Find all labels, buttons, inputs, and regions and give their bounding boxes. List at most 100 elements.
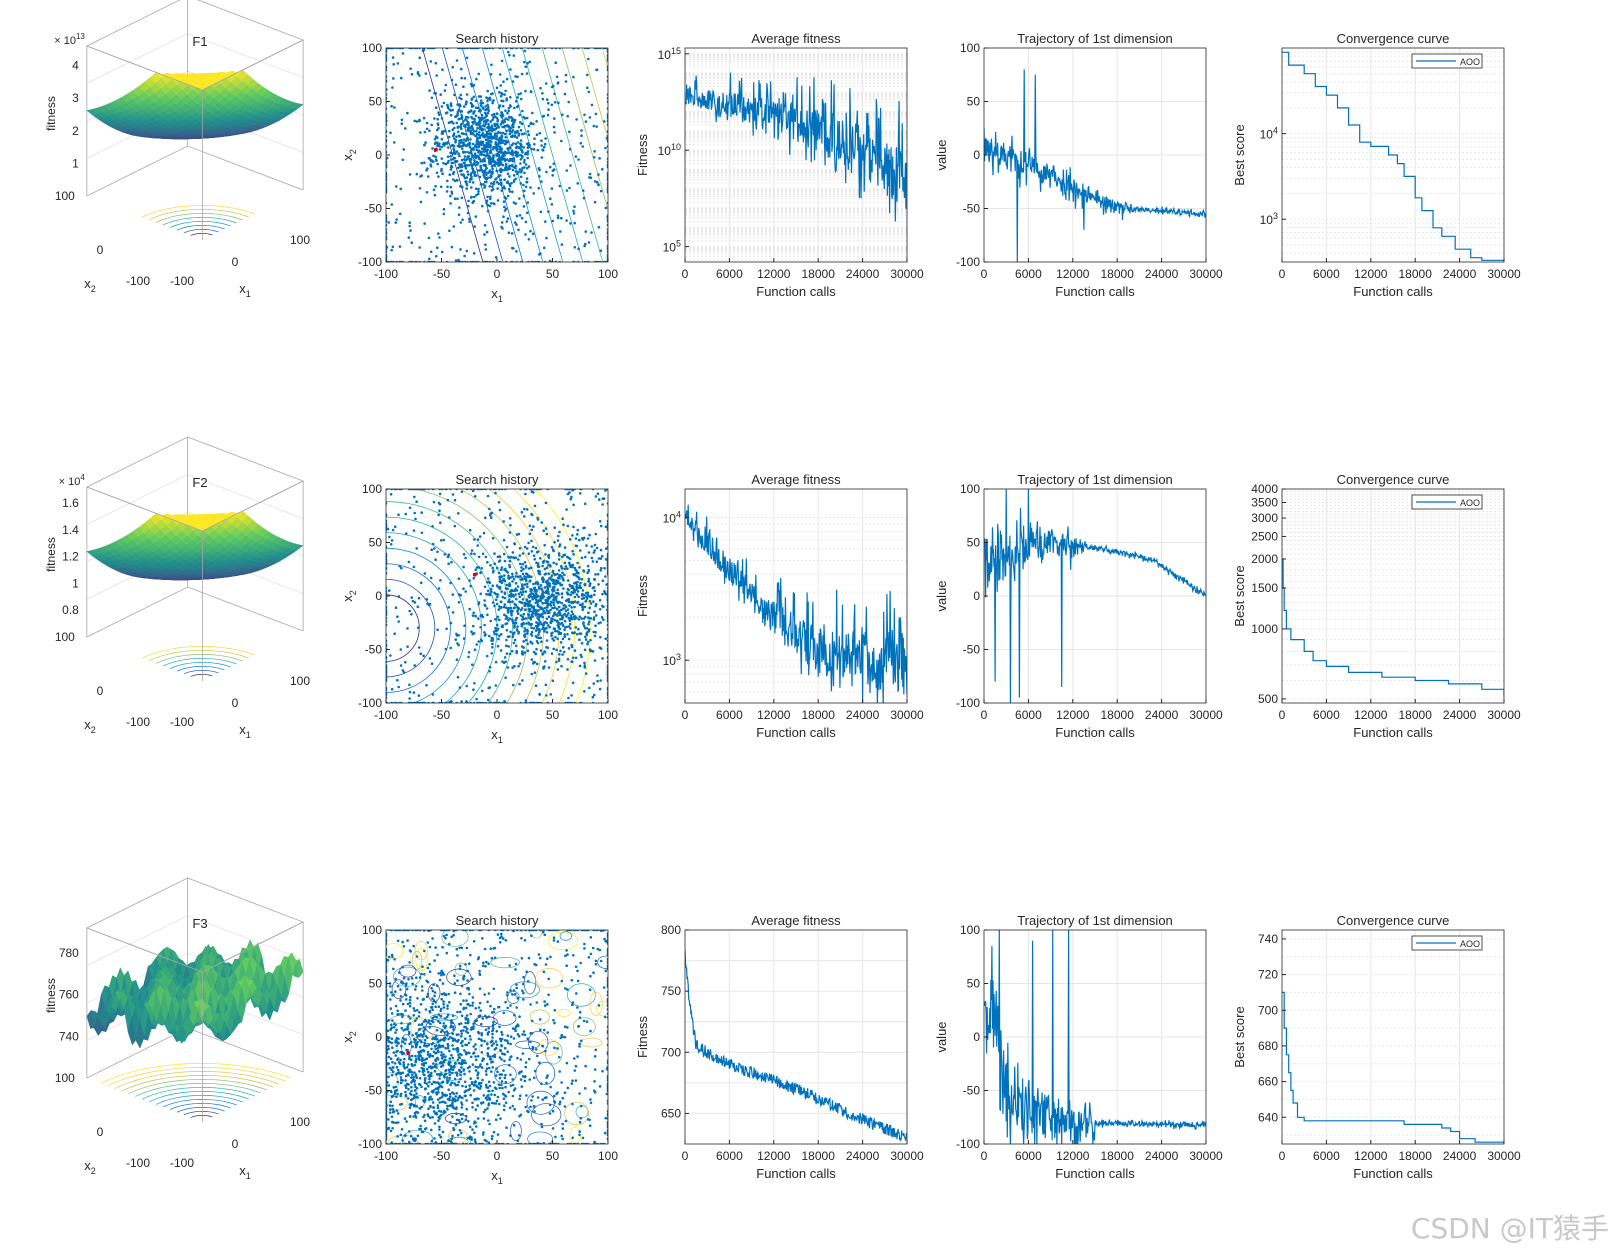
y-tick-label: 0 (97, 684, 104, 698)
x-tick-label: 0 (494, 267, 501, 281)
x-axis-label: x1 (239, 722, 251, 740)
y-axis-label: x2 (84, 276, 96, 294)
x-tick-label: 30000 (1189, 267, 1223, 281)
y-tick-label: 660 (1258, 1075, 1278, 1089)
plot-clip (1282, 558, 1504, 697)
surface-contour (169, 662, 231, 669)
box-edge (202, 921, 304, 973)
contour-line (446, 1136, 469, 1144)
search-points (386, 930, 608, 1144)
y-tick-label: 1500 (1251, 581, 1278, 595)
x-tick-label: 18000 (1101, 708, 1135, 722)
x-tick-label: 24000 (1145, 708, 1179, 722)
x-tick-label: 30000 (1487, 267, 1521, 281)
x-tick-label: 24000 (1145, 267, 1179, 281)
y-tick-label: 0 (973, 589, 980, 603)
x-tick-label: -100 (374, 267, 398, 281)
x-tick-label: 24000 (846, 1149, 880, 1163)
y-tick-label: -100 (126, 715, 150, 729)
x-tick-label: 6000 (1015, 1149, 1042, 1163)
x-tick-label: 18000 (802, 267, 836, 281)
watermark: CSDN @IT猿手 (1410, 1212, 1609, 1245)
y-tick-label: 700 (1258, 1003, 1278, 1017)
surface-contour (100, 1063, 292, 1084)
x-tick-label: 0 (682, 1149, 689, 1163)
contour-line (410, 1018, 436, 1040)
y-tick-label: -50 (963, 202, 981, 216)
surface-contour (107, 1067, 286, 1087)
panel-title: Average fitness (751, 913, 841, 928)
convergence-plot: 0 6000 12000 18000 24000 30000 103 104 Convergen… (1232, 31, 1521, 299)
surface-contour (176, 224, 225, 231)
contour-line (559, 931, 572, 941)
y-tick-label: -100 (956, 1137, 980, 1151)
contour-line (523, 971, 537, 995)
z-exponent: × 1013 (54, 32, 85, 47)
y-tick-label: 50 (369, 95, 383, 109)
axes-box (1281, 47, 1505, 263)
search-history-plot: -100 -50 0 50 100 -100 -50 0 50 100 Search history… (340, 472, 618, 745)
x-tick-label: -50 (433, 267, 451, 281)
panel-title: Trajectory of 1st dimension (1017, 31, 1173, 46)
x-tick-label: 100 (598, 1149, 618, 1163)
surface-contour (142, 646, 255, 659)
x-axis-label: Function calls (756, 1166, 836, 1181)
y-tick-label: -50 (963, 643, 981, 657)
x-tick-label: -50 (433, 1149, 451, 1163)
surface-contour (121, 1075, 274, 1092)
contour-line (561, 48, 608, 212)
y-tick-label: 750 (661, 984, 681, 998)
contour-line (537, 1038, 560, 1056)
fitness-line (685, 72, 907, 222)
x-tick-label: 30000 (890, 267, 924, 281)
y-axis-label: Fitness (635, 134, 650, 176)
convergence-line (1282, 558, 1504, 697)
y-axis-label: Fitness (635, 1016, 650, 1058)
z-exponent: × 104 (59, 473, 86, 488)
y-tick-label: 0 (973, 1030, 980, 1044)
y-tick-label: 0 (375, 589, 382, 603)
y-tick-label: 103 (1260, 211, 1278, 227)
contour-line (501, 48, 564, 262)
y-tick-label: -50 (963, 1084, 981, 1098)
x-tick-label: 6000 (716, 267, 743, 281)
contour-line (619, 37, 686, 272)
surface-contour (149, 650, 249, 662)
contour-line (494, 1064, 517, 1085)
x-axis-label: Function calls (1353, 284, 1433, 299)
x-tick-label: 24000 (846, 708, 880, 722)
z-axis-label: fitness (44, 978, 58, 1013)
panel-title: Convergence curve (1337, 472, 1450, 487)
plot-clip (1282, 991, 1504, 1143)
surface-contour (156, 654, 243, 664)
y-tick-label: 50 (967, 977, 981, 991)
y-tick-label: 1010 (658, 142, 681, 158)
y-tick-label: 50 (967, 536, 981, 550)
best-point (433, 147, 438, 152)
surface-contour (156, 1095, 243, 1105)
x-axis-label: Function calls (756, 284, 836, 299)
x-tick-label: 0 (981, 708, 988, 722)
x-tick-label: -100 (170, 1156, 194, 1170)
axes-box (684, 929, 908, 1145)
y-tick-label: 100 (55, 630, 75, 644)
z-tick-label: 1.2 (62, 550, 79, 564)
contour-line (430, 1013, 458, 1022)
contour-line (557, 1009, 571, 1017)
y-tick-label: 100 (55, 1071, 75, 1085)
trajectory-plot: 0 6000 12000 18000 24000 30000 -100 -50 0 50 100 Tr… (934, 472, 1223, 740)
fitness-line (685, 504, 907, 703)
y-axis-label: value (934, 139, 949, 170)
panel-title: Search history (455, 913, 539, 928)
contour-line (490, 957, 520, 969)
contour-line (527, 1131, 553, 1144)
x-tick-label: 100 (290, 674, 310, 688)
x-tick-label: -100 (170, 715, 194, 729)
contour-line (564, 1101, 589, 1126)
panel-title: Trajectory of 1st dimension (1017, 913, 1173, 928)
x-tick-label: 50 (546, 267, 560, 281)
x-tick-label: 24000 (1443, 708, 1477, 722)
y-tick-label: 0 (375, 148, 382, 162)
z-tick-label: 3 (72, 91, 79, 105)
